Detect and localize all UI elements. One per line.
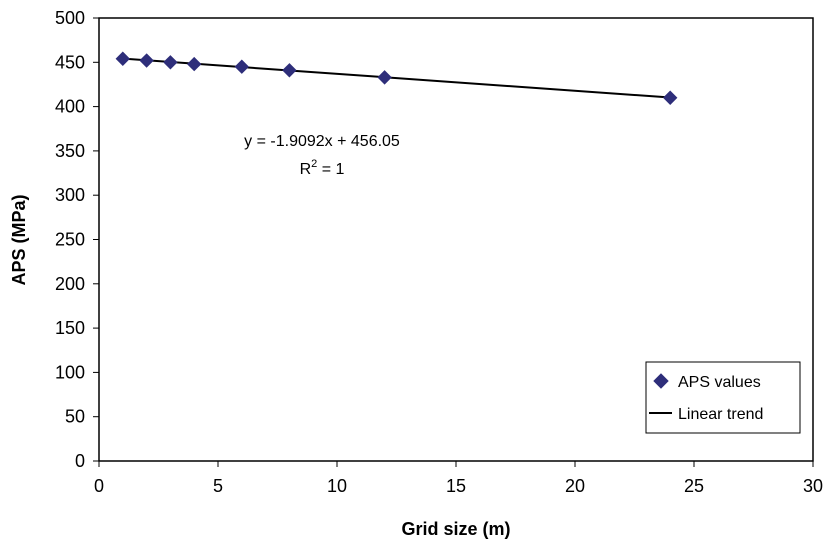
data-point-3: [163, 55, 178, 70]
data-point-6: [234, 59, 250, 74]
y-tick-label-200: 200: [55, 274, 85, 294]
legend-box: [645, 361, 801, 434]
data-point-24: [662, 90, 678, 105]
y-tick-label-450: 450: [55, 52, 85, 72]
data-point-8: [282, 63, 297, 78]
x-tick-label-0: 0: [94, 476, 104, 496]
points-layer: [115, 51, 678, 105]
data-point-4: [186, 56, 202, 72]
x-tick-label-5: 5: [213, 476, 223, 496]
data-point-12: [377, 70, 392, 85]
trend-line: [122, 57, 671, 99]
x-axis-label: Grid size (m): [401, 519, 510, 539]
x-tick-label-10: 10: [327, 476, 347, 496]
r-squared-prefix: R: [300, 161, 312, 178]
x-tick-label-30: 30: [803, 476, 823, 496]
y-tick-label-0: 0: [75, 451, 85, 471]
data-point-1: [115, 51, 131, 66]
y-tick-label-300: 300: [55, 185, 85, 205]
x-tick-label-25: 25: [684, 476, 704, 496]
r-squared-exponent: 2: [311, 158, 317, 170]
x-tick-label-20: 20: [565, 476, 585, 496]
y-tick-label-250: 250: [55, 230, 85, 250]
y-tick-label-50: 50: [65, 407, 85, 427]
y-tick-label-350: 350: [55, 141, 85, 161]
axes-layer: 0 5 10 15 20 25 300501001502002503003504004505…: [55, 8, 823, 496]
y-axis-label: APS (MPa): [9, 194, 29, 285]
r-squared: R2 = 1: [300, 158, 345, 178]
legend-label-aps-values: APS values: [678, 374, 761, 391]
legend-diamond-marker: [653, 373, 669, 389]
r-squared-suffix: = 1: [317, 161, 344, 178]
y-tick-label-150: 150: [55, 318, 85, 338]
y-tick-label-400: 400: [55, 97, 85, 117]
legend: APS values Linear trend: [645, 361, 801, 434]
legend-label-linear-trend: Linear trend: [678, 406, 763, 423]
data-point-2: [139, 53, 154, 68]
trend-equation: y = -1.9092x + 456.05: [244, 133, 400, 150]
trend-layer: [122, 57, 671, 99]
y-tick-label-500: 500: [55, 8, 85, 28]
y-tick-label-100: 100: [55, 362, 85, 382]
x-tick-label-15: 15: [446, 476, 466, 496]
